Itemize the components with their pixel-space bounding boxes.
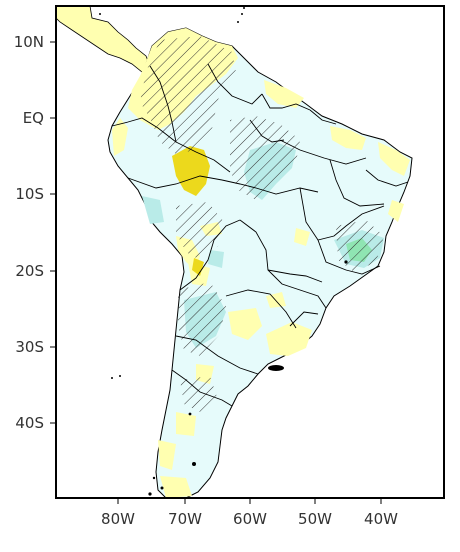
lat-label-10n: 10N xyxy=(14,33,44,51)
lat-label-eq: EQ xyxy=(23,109,44,127)
lat-label-10s: 10S xyxy=(15,185,44,203)
lat-label-20s: 20S xyxy=(15,262,44,280)
lon-label-60w: 60W xyxy=(233,510,267,528)
latitude-ticks xyxy=(50,41,56,424)
coastal-islands xyxy=(99,7,348,496)
lat-label-30s: 30S xyxy=(15,338,44,356)
lon-label-80w: 80W xyxy=(101,510,135,528)
lon-label-50w: 50W xyxy=(298,510,332,528)
longitude-ticks xyxy=(117,498,382,504)
strong-positive-core xyxy=(172,146,210,196)
lon-label-70w: 70W xyxy=(168,510,202,528)
strong-positive-small xyxy=(192,258,204,276)
lat-label-40s: 40S xyxy=(15,414,44,432)
significance-hatching xyxy=(140,36,384,412)
country-borders xyxy=(111,63,409,407)
lon-label-40w: 40W xyxy=(364,510,398,528)
